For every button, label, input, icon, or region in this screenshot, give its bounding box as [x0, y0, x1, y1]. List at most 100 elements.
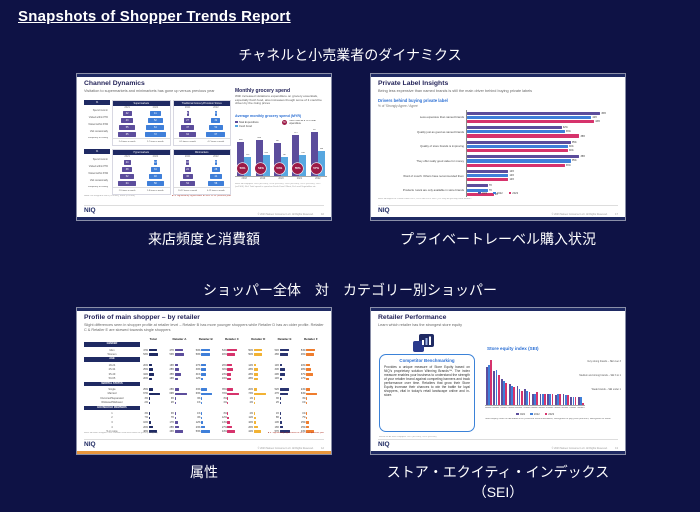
cell-value: 2%	[249, 411, 254, 415]
grocery-bar-group: 572 298 55%	[290, 130, 308, 176]
funnel-bar-row: 8	[174, 110, 202, 117]
funnel-y2021-column: 8 27 47 62	[174, 110, 202, 138]
cell-bar	[174, 397, 176, 400]
retailer-axis-label: Retailer 12	[569, 407, 578, 409]
frequency-value: 4-7 times a month	[207, 141, 225, 143]
total-expenditure-bar	[292, 134, 300, 176]
sei-bar	[580, 397, 582, 405]
sei-band-annotation: Weak brands – SEI under 1	[591, 388, 621, 391]
cell-bar	[227, 425, 233, 429]
sei-bar	[526, 390, 529, 405]
cell-value: 46%	[222, 353, 227, 357]
cell-bar	[201, 387, 207, 391]
table-row: 50-65 20% 16% 12% 19% 28% 14% 17%	[84, 377, 324, 382]
data-cell: 13%	[219, 421, 245, 424]
value-label: 35%	[571, 159, 577, 163]
fresh-food-bar	[262, 155, 270, 176]
bar-line: 35%	[467, 159, 615, 163]
column-header: Retailer F	[303, 337, 318, 341]
cell-bar	[253, 368, 259, 371]
cell-bar	[227, 368, 233, 371]
funnel-bar: 28	[211, 166, 220, 173]
page-number: 17	[615, 212, 618, 216]
cell-bar	[253, 392, 267, 396]
cell-bar	[227, 372, 232, 376]
slide-top-bar	[371, 308, 625, 311]
data-cell: 1%	[271, 412, 297, 415]
year-axis-label: 2019	[259, 177, 266, 180]
cell-value: 16%	[248, 421, 254, 425]
section-heading-shopper-comparison: ショッパー全体 対 カテゴリー別ショッパー	[203, 282, 497, 298]
funnel-bar: 36	[182, 173, 193, 180]
funnel-bar-row: 48	[141, 173, 169, 180]
funnel-bar-row: 32	[202, 117, 230, 124]
total-bar-wrap: 607	[310, 129, 318, 176]
fresh-bar-wrap: 298	[299, 151, 307, 176]
year-header-row: 2021 2022	[113, 106, 170, 110]
table-row: 4 26% 25% 23% 27% 26% 16% 15%	[84, 425, 324, 430]
cell-value: 1%	[302, 411, 306, 415]
sei-bar	[531, 393, 534, 405]
cell-value: 24%	[300, 387, 306, 391]
cell-bar	[227, 397, 228, 400]
cell-value: 50%	[195, 353, 201, 357]
year-label: 2021	[184, 106, 191, 109]
table-row: 35-49 34% 35% 31% 23% 28% 29% 37%	[84, 372, 324, 377]
legend-item: 2021	[477, 191, 487, 195]
slide1-significance-note: ▲▼ Significantly higher/lower at 95% CI …	[171, 195, 231, 197]
cell-value: 3%	[302, 396, 306, 400]
value-label: 9%	[494, 192, 499, 196]
funnel-bars: 10 22 36 54 8 28 44 58	[174, 159, 231, 187]
slide-bottom-bar	[371, 451, 625, 454]
cell-value: 20%	[300, 363, 306, 367]
funnel-bar-row: 12	[141, 159, 169, 166]
cell-value: 3%	[197, 396, 201, 400]
row-label: Divorced/Separated	[100, 396, 124, 400]
data-cell: 26%	[219, 364, 245, 367]
data-cell: 20%	[140, 364, 166, 367]
fresh-value-label: 298	[301, 151, 305, 154]
cell-value: 63%	[195, 392, 201, 396]
column-header: Retailer C	[224, 337, 239, 341]
data-cell: 25%	[166, 426, 192, 429]
data-cell: 53%	[140, 353, 166, 356]
data-cell: 54%	[271, 349, 297, 352]
sei-bar	[570, 397, 573, 405]
table-row: 2 7% 7% 4% 12% 11% 8% 7%	[84, 416, 324, 421]
percent-circle-icon: %	[282, 120, 287, 126]
bar-line: 34%	[467, 149, 615, 153]
cell-value: 48%	[143, 430, 148, 434]
retailer-bar-group	[539, 393, 547, 405]
data-cell: 27%	[219, 426, 245, 429]
category-label: Word of mouth: Others have recommended t…	[403, 173, 464, 178]
total-expenditure-bar	[310, 132, 318, 176]
value-bar	[467, 155, 580, 159]
funnel-bars: 32 43 55 65 41 52 64 72	[113, 110, 170, 138]
bar-line: 35%	[467, 140, 615, 144]
cell-value: 67%	[143, 392, 148, 396]
cell-bar	[280, 353, 288, 356]
group-header-row: HOUSEHOLD MEMBERS	[84, 405, 324, 411]
data-cell: 14%	[245, 364, 271, 367]
cell-bar	[174, 372, 181, 376]
legend-item: 2022	[493, 191, 503, 195]
cell-bar	[148, 425, 153, 429]
cell-value: 28%	[248, 372, 254, 376]
funnel-bar-row: 8	[202, 159, 230, 166]
cell-value: 31%	[195, 372, 201, 376]
funnel-bar-row: 10	[174, 159, 202, 166]
retailer-bar-group	[554, 393, 562, 405]
cell-bar	[148, 416, 150, 420]
data-cell: 20%	[140, 377, 166, 380]
funnel-y2021-column: 24 38 52 64	[113, 159, 141, 187]
cell-value: 54%	[300, 348, 306, 352]
data-cell: 28%	[245, 377, 271, 380]
slide4-footnote: Based on All Main shoppers 2021 (n=1500)…	[379, 436, 437, 438]
retailer-axis-label: Retailer 10	[554, 407, 562, 409]
bar-line: 34%	[467, 144, 615, 148]
cell-bar	[148, 430, 157, 434]
data-cell: 16%	[271, 426, 297, 429]
frequency-value: 10-12 times a month	[178, 190, 198, 192]
cell-bar	[148, 377, 152, 381]
cell-bar	[174, 353, 184, 356]
